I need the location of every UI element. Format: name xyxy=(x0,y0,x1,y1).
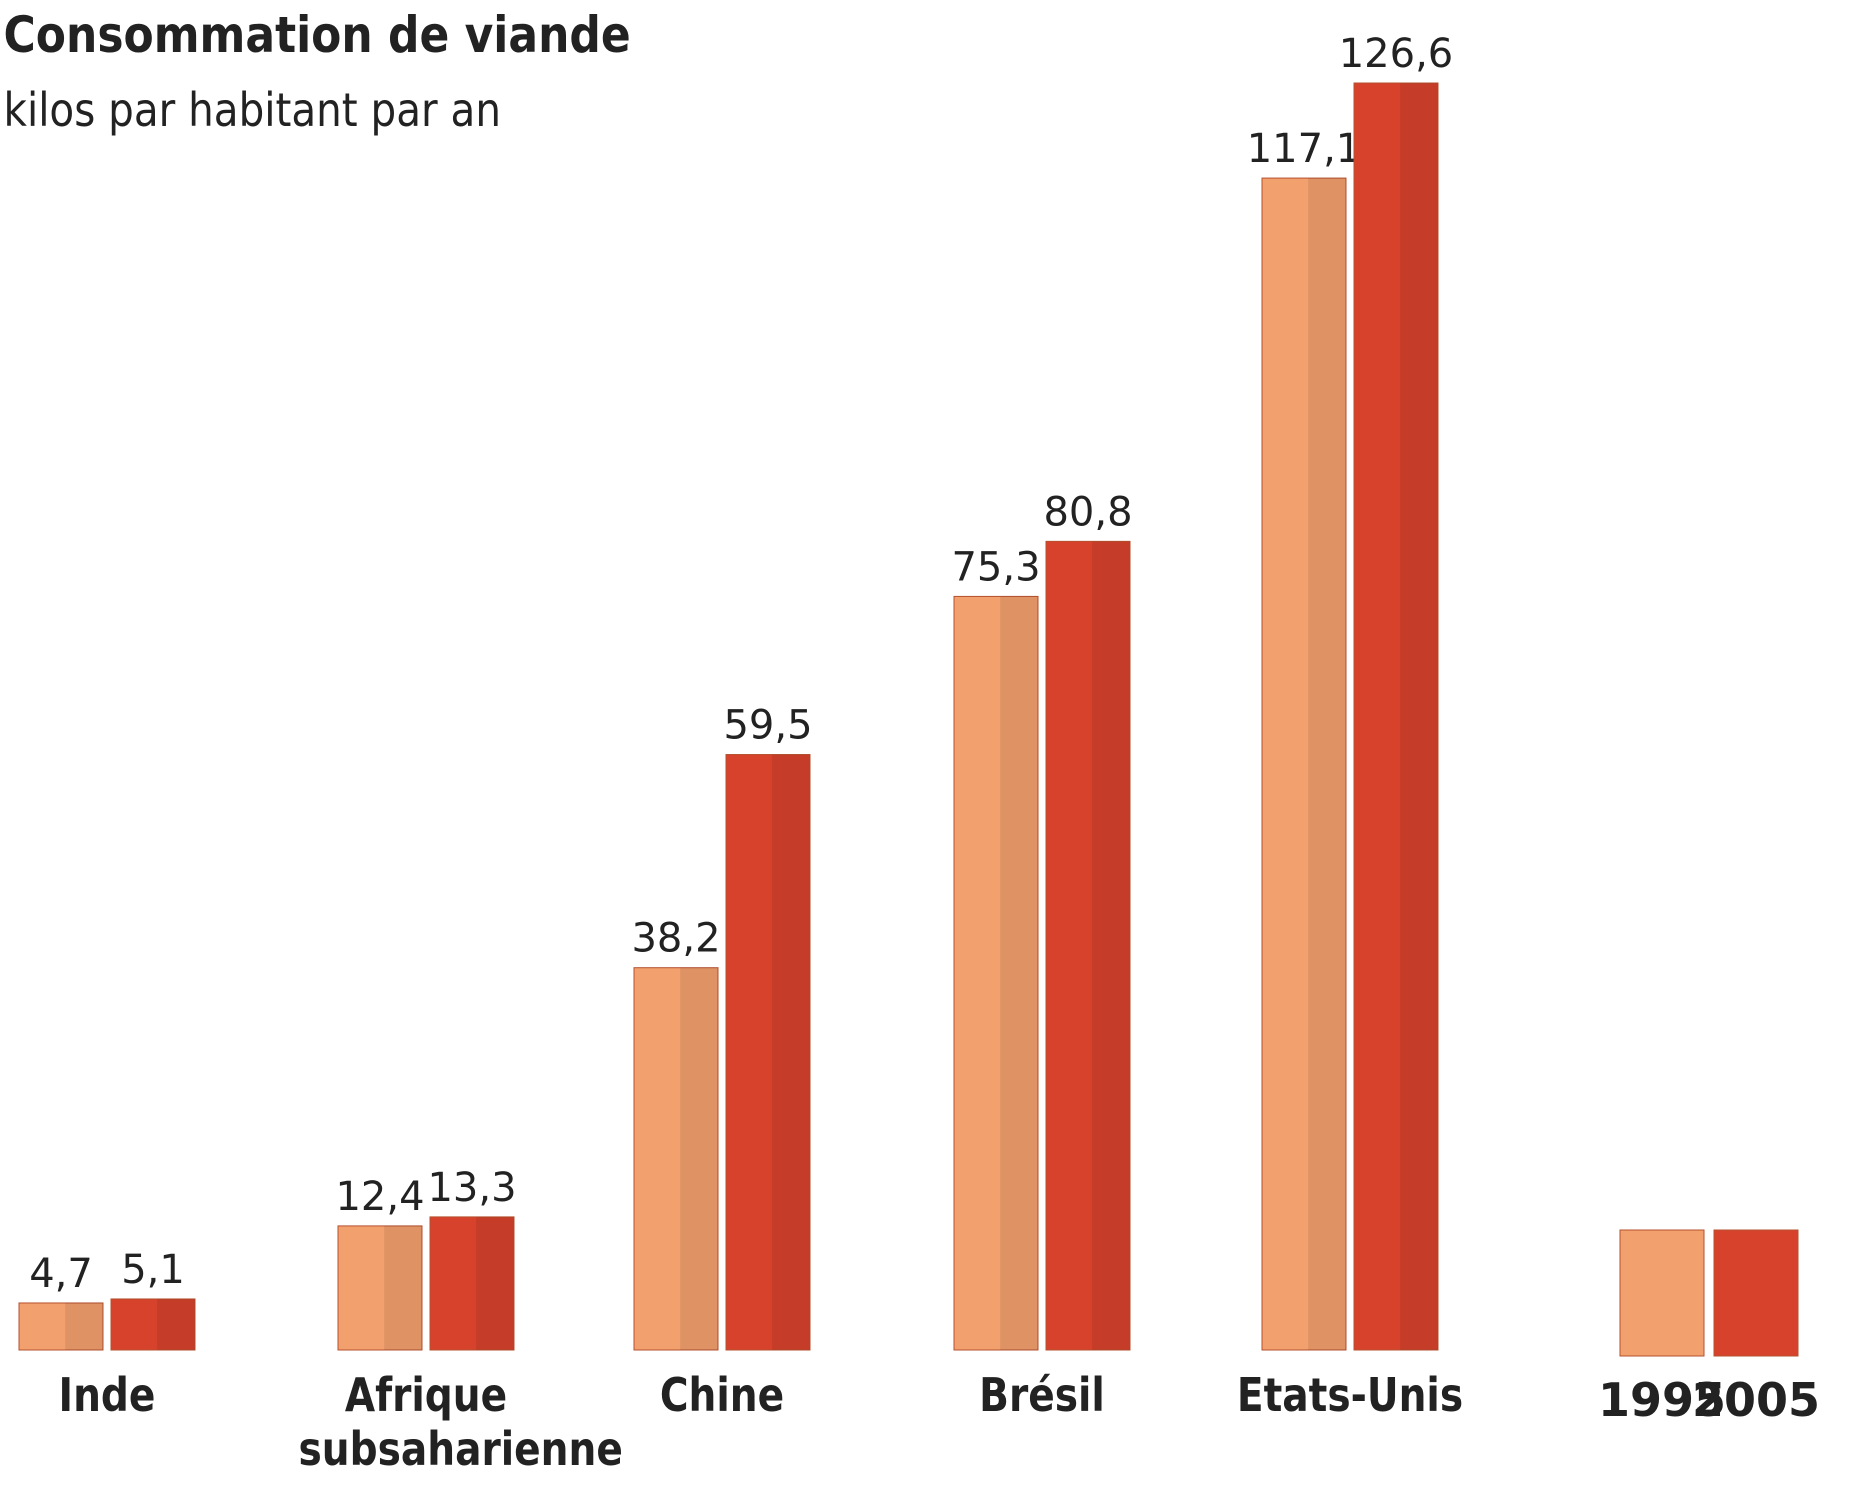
x-tick-label: Inde xyxy=(0,1368,235,1422)
page: Consommation de viande kilos par habitan… xyxy=(0,0,1856,1485)
legend-label: 2005 xyxy=(1692,1373,1820,1427)
x-tick-label: Chine xyxy=(595,1368,850,1422)
chart-title: Consommation de viande xyxy=(4,6,631,64)
bar-shade xyxy=(1400,83,1438,1350)
value-label: 12,4 xyxy=(335,1174,424,1220)
value-label: 59,5 xyxy=(723,703,812,749)
chart: Consommation de viande kilos par habitan… xyxy=(0,0,1856,1485)
value-label: 38,2 xyxy=(631,916,720,962)
x-tick-label: Etats-Unis xyxy=(1223,1368,1478,1422)
value-label: 4,7 xyxy=(29,1251,93,1297)
x-tick-label: Afrique subsaharienne xyxy=(299,1368,554,1476)
bar-shade xyxy=(1092,541,1130,1350)
value-label: 80,8 xyxy=(1043,489,1132,535)
value-label: 75,3 xyxy=(951,544,1040,590)
x-tick-label: Brésil xyxy=(915,1368,1170,1422)
legend-swatch xyxy=(1620,1230,1704,1356)
bar-shade xyxy=(384,1226,422,1350)
value-label: 5,1 xyxy=(121,1247,185,1293)
bar-shade xyxy=(476,1217,514,1350)
value-label: 13,3 xyxy=(427,1165,516,1211)
chart-subtitle: kilos par habitant par an xyxy=(4,85,501,138)
legend-swatch xyxy=(1714,1230,1798,1356)
bar-shade xyxy=(65,1303,103,1350)
bar-shade xyxy=(157,1299,195,1350)
bar-shade xyxy=(1308,178,1346,1350)
value-label: 117,1 xyxy=(1247,126,1362,172)
bar-shade xyxy=(680,968,718,1350)
bar-shade xyxy=(1000,596,1038,1350)
bar-shade xyxy=(772,755,810,1350)
value-label: 126,6 xyxy=(1339,31,1454,77)
